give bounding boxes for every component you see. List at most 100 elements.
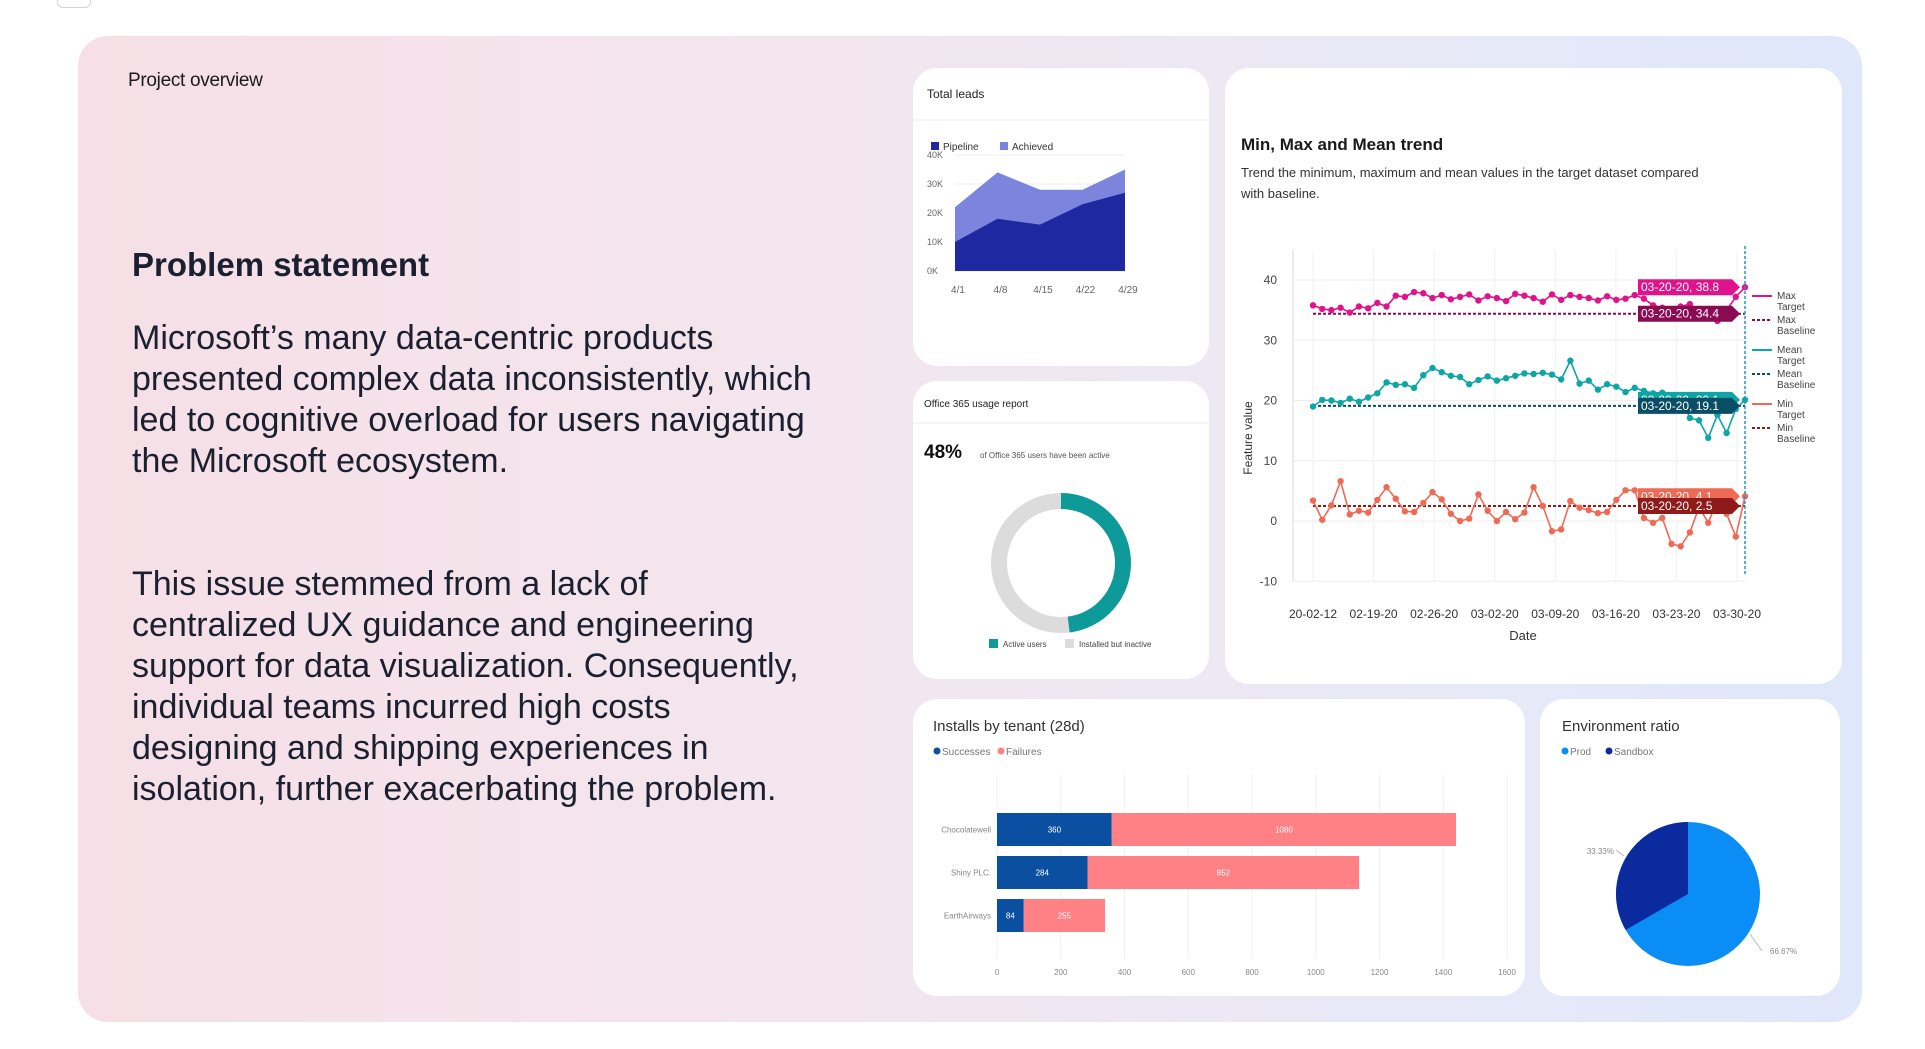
- office365-usage-chart: Office 365 usage report 48% of Office 36…: [913, 399, 1209, 649]
- max-target-point: [1374, 299, 1381, 307]
- trend-subtitle-line2: with baseline.: [1240, 186, 1320, 201]
- max-target-point: [1732, 293, 1740, 301]
- max-target-point: [1328, 306, 1335, 314]
- trend-x-tick: 03-02-20: [1471, 607, 1519, 621]
- max-target-point: [1429, 294, 1436, 302]
- max-target-point: [1337, 304, 1344, 311]
- installs-bar-successes: [997, 813, 1112, 846]
- mean-target-point: [1530, 370, 1537, 378]
- mean-target-point: [1484, 373, 1491, 380]
- trend-x-tick: 03-09-20: [1531, 607, 1579, 621]
- trend-x-tick: 20-02-12: [1289, 607, 1337, 621]
- pie-slice-sandbox: [1616, 822, 1688, 930]
- installs-category-label: EarthAirways: [944, 912, 991, 921]
- mean-target-point: [1567, 357, 1574, 364]
- installs-category-label: Chocolatewell: [941, 826, 991, 835]
- max-target-point: [1557, 296, 1565, 304]
- max-target-point: [1447, 296, 1455, 303]
- trend-y-tick: 10: [1264, 454, 1278, 468]
- total-leads-chart: Total leads Pipeline Achieved 40K 30K 20K 1…: [913, 87, 1209, 296]
- min-target-point: [1493, 517, 1501, 525]
- min-target-point: [1484, 507, 1491, 514]
- mean-target-point: [1447, 372, 1455, 379]
- mean-target-point: [1337, 399, 1344, 407]
- trend-legend-label: Target: [1777, 302, 1805, 313]
- corner-frame: [57, 0, 91, 8]
- legend-dot-failures: [997, 747, 1005, 755]
- trend-legend-label: Target: [1777, 356, 1805, 367]
- active-percentage-caption: of Office 365 users have been active: [980, 451, 1110, 460]
- max-target-point: [1410, 288, 1418, 296]
- trend-callout-tag: [1638, 397, 1740, 414]
- mean-target-point: [1328, 397, 1335, 404]
- trend-legend-label: Baseline: [1777, 380, 1816, 391]
- leads-x-tick: 4/15: [1033, 285, 1053, 296]
- installs-bar-successes-label: 84: [1006, 912, 1015, 921]
- mean-target-point: [1346, 395, 1353, 402]
- max-target-point: [1438, 291, 1445, 299]
- total-leads-card: Total leads Pipeline Achieved 40K 30K 20K 1…: [913, 68, 1209, 366]
- min-target-point: [1410, 508, 1418, 516]
- min-target-point: [1456, 517, 1464, 525]
- max-target-point: [1355, 303, 1363, 310]
- trend-callout-tag: [1638, 497, 1740, 514]
- legend-swatch-active: [989, 639, 998, 648]
- min-target-point: [1309, 497, 1317, 504]
- max-target-point: [1420, 290, 1427, 297]
- leads-y-tick: 30K: [927, 179, 943, 189]
- legend-label-failures: Failures: [1006, 747, 1042, 758]
- trend-legend-label: Mean: [1777, 369, 1802, 380]
- mean-target-point: [1705, 434, 1712, 442]
- trend-legend-label: Max: [1777, 315, 1796, 326]
- legend-label-achieved: Achieved: [1012, 142, 1053, 153]
- trend-x-tick: 03-16-20: [1592, 607, 1640, 621]
- legend-label-prod: Prod: [1570, 747, 1591, 758]
- min-target-point: [1576, 504, 1583, 511]
- installs-bar-failures: [1087, 856, 1360, 889]
- installs-bar-failures-label: 852: [1217, 869, 1231, 878]
- min-target-point: [1530, 484, 1537, 491]
- problem-paragraph-2: This issue stemmed from a lack of centra…: [132, 565, 799, 808]
- mean-target-point: [1512, 372, 1519, 379]
- leads-x-tick: 4/29: [1118, 285, 1138, 296]
- max-target-point: [1512, 290, 1519, 298]
- min-target-point: [1502, 508, 1510, 516]
- legend-dot-sandbox: [1605, 747, 1613, 755]
- mean-target-point: [1622, 388, 1629, 396]
- max-target-point: [1401, 293, 1409, 301]
- pie-leader-prod: [1749, 933, 1763, 952]
- installs-bar-successes: [997, 856, 1088, 889]
- mean-target-point: [1429, 364, 1436, 372]
- installs-x-tick: 200: [1054, 968, 1068, 977]
- trend-callout-tag: [1638, 305, 1740, 322]
- min-target-point: [1603, 508, 1611, 516]
- office365-usage-card: Office 365 usage report 48% of Office 36…: [913, 381, 1209, 679]
- min-target-point: [1328, 502, 1335, 509]
- office365-title: Office 365 usage report: [924, 399, 1029, 410]
- trend-legend-label: Max: [1777, 291, 1796, 302]
- min-target-point: [1640, 514, 1648, 522]
- max-target-point: [1567, 291, 1574, 299]
- trend-legend-label: Min: [1777, 399, 1793, 410]
- trend-x-tick: 02-26-20: [1410, 607, 1458, 621]
- legend-label-inactive: Installed but inactive: [1079, 640, 1152, 649]
- installs-by-tenant-card: Installs by tenant (28d) Successes Failu…: [913, 699, 1525, 996]
- mean-target-point: [1695, 417, 1703, 424]
- leads-y-tick: 10K: [927, 237, 943, 247]
- problem-paragraph-1: Microsoft’s many data-centric products p…: [132, 319, 812, 480]
- leads-x-tick: 4/22: [1076, 285, 1096, 296]
- max-target-point: [1475, 297, 1482, 304]
- mean-target-point: [1420, 371, 1427, 379]
- installs-bar-failures-label: 255: [1058, 912, 1072, 921]
- legend-label-pipeline: Pipeline: [943, 142, 979, 153]
- trend-callout-label: 03-20-20, 38.8: [1641, 280, 1719, 294]
- mean-target-point: [1741, 396, 1749, 404]
- mean-target-point: [1401, 381, 1409, 388]
- min-target-point: [1401, 508, 1409, 515]
- leads-x-tick: 4/1: [951, 285, 965, 296]
- min-target-point: [1705, 519, 1712, 527]
- min-target-point: [1732, 533, 1740, 540]
- min-target-point: [1567, 497, 1574, 505]
- min-target-point: [1383, 484, 1390, 491]
- min-target-point: [1548, 528, 1556, 535]
